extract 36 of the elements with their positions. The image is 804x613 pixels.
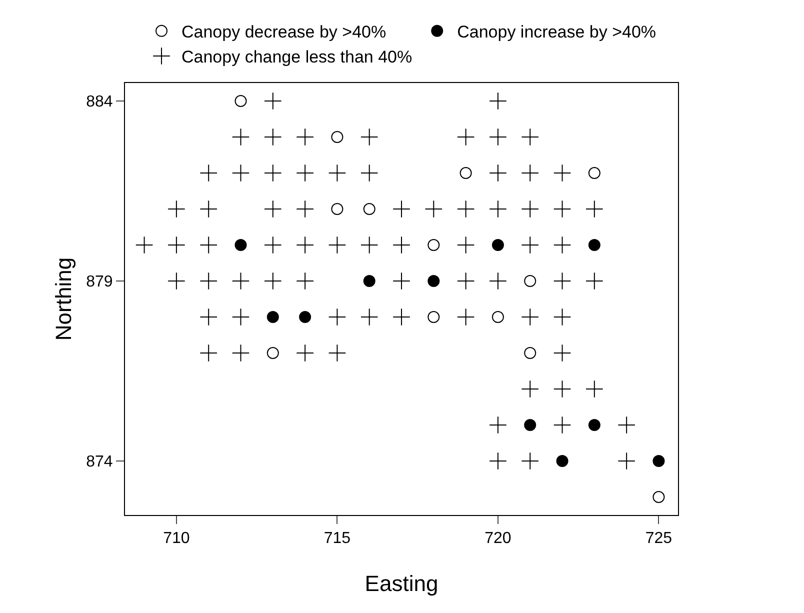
point xyxy=(363,203,376,215)
point xyxy=(234,239,247,251)
point xyxy=(266,311,279,323)
point xyxy=(363,275,376,287)
point xyxy=(266,347,279,359)
x-tick-label: 720 xyxy=(484,530,512,548)
point xyxy=(588,239,600,251)
point xyxy=(331,203,344,215)
legend-label: Canopy change less than 40% xyxy=(182,48,412,67)
point xyxy=(524,347,536,359)
point xyxy=(234,95,247,107)
y-tick-label: 884 xyxy=(86,94,113,111)
y-tick-label: 874 xyxy=(86,454,113,471)
point xyxy=(492,239,504,251)
y-axis-title: Northing xyxy=(51,257,76,341)
point xyxy=(652,491,665,503)
point xyxy=(588,419,600,431)
x-tick-label: 715 xyxy=(324,530,351,548)
point xyxy=(652,455,665,467)
point xyxy=(428,239,440,251)
point xyxy=(524,419,536,431)
x-tick-label: 710 xyxy=(163,530,190,548)
x-axis-title: Easting xyxy=(364,571,438,596)
y-tick-label: 879 xyxy=(86,274,113,291)
point xyxy=(428,311,440,323)
point xyxy=(524,275,536,287)
point xyxy=(331,131,344,143)
point xyxy=(428,275,440,287)
legend-label: Canopy decrease by >40% xyxy=(182,22,386,42)
point xyxy=(460,167,472,179)
x-tick-label: 725 xyxy=(645,530,672,548)
point xyxy=(556,455,568,467)
legend-label: Canopy increase by >40% xyxy=(457,22,656,42)
point xyxy=(299,311,312,323)
point xyxy=(588,167,600,179)
point xyxy=(492,311,504,323)
